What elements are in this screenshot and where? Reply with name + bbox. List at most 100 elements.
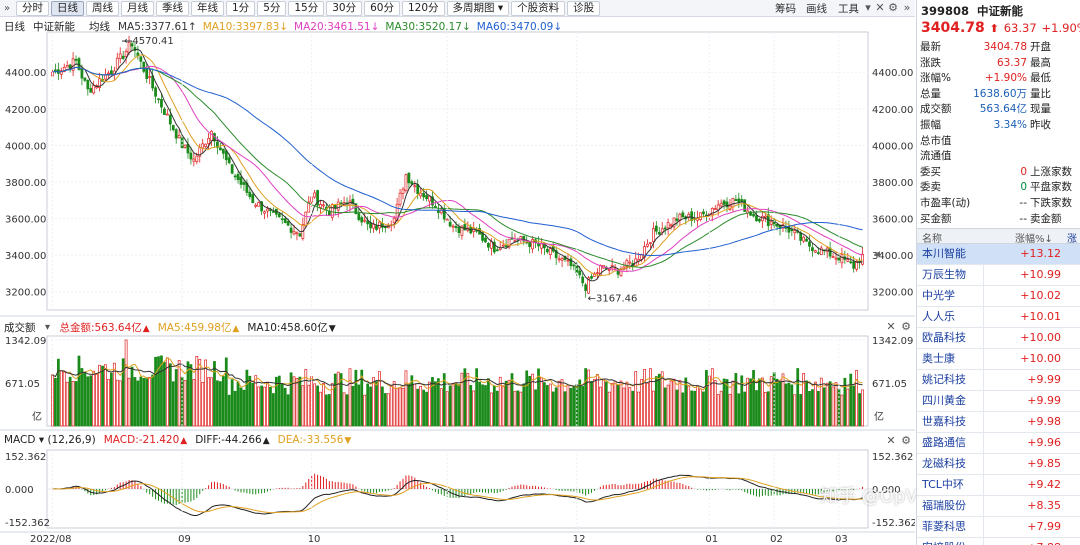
period-tab[interactable]: 1分 bbox=[226, 0, 256, 16]
volume-bar bbox=[124, 339, 128, 427]
ranking-row[interactable]: 姚记科技 +9.99 bbox=[917, 370, 1080, 391]
ranking-row[interactable]: 本川智能 +13.12 bbox=[917, 244, 1080, 265]
close-icon[interactable]: ✕ bbox=[875, 1, 885, 14]
volume-unit: 亿 bbox=[32, 410, 42, 423]
panel-settings-icon[interactable]: ⚙ bbox=[901, 434, 911, 447]
volume-bar bbox=[95, 374, 99, 427]
candle-body bbox=[763, 215, 767, 218]
period-tab[interactable]: 月线 bbox=[121, 0, 154, 16]
volume-bar bbox=[613, 380, 617, 427]
expand-right-icon[interactable]: » bbox=[903, 1, 911, 14]
period-tab[interactable]: 年线 bbox=[191, 0, 224, 16]
volume-bar bbox=[148, 376, 152, 427]
volume-bar bbox=[495, 390, 499, 427]
volume-bar bbox=[269, 386, 272, 427]
period-tab[interactable]: 个股资料 bbox=[511, 0, 566, 16]
ranking-row[interactable]: 菲菱科思 +7.99 bbox=[917, 517, 1080, 538]
volume-bar bbox=[696, 386, 699, 427]
volume-bar bbox=[195, 355, 199, 427]
volume-bar bbox=[649, 368, 652, 427]
volume-bar bbox=[242, 389, 246, 427]
volume-bar bbox=[758, 378, 761, 427]
diff-value: DIFF:-44.266▲ bbox=[195, 434, 270, 446]
candle-body bbox=[666, 222, 670, 229]
candle-body bbox=[124, 51, 128, 57]
volume-bar bbox=[510, 373, 514, 427]
y-tick-label: -152.362 bbox=[872, 518, 915, 529]
collapse-left-icon[interactable]: » bbox=[3, 2, 11, 14]
pct-sort-header[interactable]: 涨幅%↓ bbox=[1015, 234, 1053, 245]
volume-bar bbox=[413, 383, 417, 427]
volume-bar bbox=[62, 371, 66, 427]
volume-bar bbox=[819, 377, 823, 427]
period-tab[interactable]: 多周期图 ▾ bbox=[446, 0, 510, 16]
volume-bar bbox=[519, 391, 523, 427]
period-tab[interactable]: 15分 bbox=[288, 0, 325, 16]
tools-button[interactable]: 工具 bbox=[838, 3, 859, 15]
candle-body bbox=[808, 241, 811, 247]
candle-body bbox=[852, 261, 856, 269]
volume-bar bbox=[398, 387, 402, 427]
period-tab[interactable]: 分时 bbox=[16, 0, 49, 16]
ma-line bbox=[52, 65, 863, 272]
period-tab[interactable]: 120分 bbox=[402, 0, 445, 16]
ranking-header: 名称 涨幅%↓ 涨 bbox=[917, 228, 1080, 245]
period-tab[interactable]: 30分 bbox=[326, 0, 363, 16]
volume-title: 成交额 bbox=[4, 322, 36, 334]
period-tab[interactable]: 5分 bbox=[257, 0, 287, 16]
candle-body bbox=[831, 256, 835, 258]
settings-icon[interactable]: ⚙ bbox=[888, 1, 898, 14]
ranking-row[interactable]: 龙磁科技 +9.85 bbox=[917, 454, 1080, 475]
candle-body bbox=[145, 68, 149, 79]
candle-body bbox=[675, 218, 679, 221]
volume-bar bbox=[598, 386, 602, 427]
ranking-row[interactable]: 福瑞股份 +8.35 bbox=[917, 496, 1080, 517]
ranking-row[interactable]: 四川黄金 +9.99 bbox=[917, 391, 1080, 412]
ranking-row[interactable]: 世嘉科技 +9.98 bbox=[917, 412, 1080, 433]
macd-value: MACD:-21.420▲ bbox=[103, 434, 188, 446]
volume-bar bbox=[607, 391, 611, 427]
candle-body bbox=[690, 211, 694, 221]
tools-dropdown-icon[interactable]: ▾ bbox=[865, 1, 871, 14]
panel-settings-icon[interactable]: ⚙ bbox=[901, 320, 911, 333]
volume-dropdown-icon[interactable]: ▾ bbox=[44, 322, 51, 333]
ranking-row[interactable]: 人人乐 +10.01 bbox=[917, 307, 1080, 328]
period-tab[interactable]: 60分 bbox=[364, 0, 400, 16]
candle-body bbox=[578, 270, 582, 276]
candle-body bbox=[280, 218, 284, 221]
volume-bar bbox=[610, 383, 614, 427]
ranking-row[interactable]: TCL中环 +9.42 bbox=[917, 475, 1080, 496]
volume-bar bbox=[525, 370, 529, 427]
volume-bar bbox=[339, 373, 343, 427]
close-panel-icon[interactable]: ✕ bbox=[886, 320, 896, 333]
volume-bar bbox=[301, 385, 305, 427]
candle-body bbox=[298, 233, 302, 237]
candle-body bbox=[289, 227, 293, 233]
volume-bar bbox=[672, 378, 676, 427]
dea-line bbox=[52, 476, 863, 514]
ranking-row[interactable]: 中光学 +10.02 bbox=[917, 286, 1080, 307]
volume-bar bbox=[316, 385, 319, 427]
ranking-row[interactable]: 安培股份+7.88 bbox=[917, 538, 1080, 545]
ranking-row[interactable]: 万辰生物 +10.99 bbox=[917, 265, 1080, 286]
chart-canvas[interactable]: 4400.00 4400.00 4200.00 4200.00 4000.00 4000.… bbox=[0, 18, 915, 545]
volume-bar bbox=[778, 381, 782, 427]
period-tab[interactable]: 周线 bbox=[86, 0, 119, 16]
volume-bar bbox=[855, 369, 859, 427]
period-tab[interactable]: 诊股 bbox=[567, 0, 601, 16]
ranking-row[interactable]: 盛路通信 +9.96 bbox=[917, 433, 1080, 454]
volume-bar bbox=[348, 368, 352, 427]
candle-body bbox=[713, 208, 717, 210]
chips-button[interactable]: 筹码 bbox=[775, 3, 796, 15]
candle-body bbox=[130, 43, 134, 47]
period-tab[interactable]: 季线 bbox=[156, 0, 189, 16]
ma-legend-item: MA20:3461.51↓ bbox=[294, 20, 380, 33]
ranking-row[interactable]: 欧晶科技 +10.00 bbox=[917, 328, 1080, 349]
close-panel-icon[interactable]: ✕ bbox=[886, 434, 896, 447]
ranking-row[interactable]: 奥士康 +10.00 bbox=[917, 349, 1080, 370]
period-tab[interactable]: 日线 bbox=[51, 0, 84, 16]
volume-bar bbox=[487, 378, 490, 427]
candle-body bbox=[740, 199, 744, 202]
draw-line-button[interactable]: 画线 bbox=[806, 3, 827, 15]
candle-body bbox=[277, 213, 281, 218]
